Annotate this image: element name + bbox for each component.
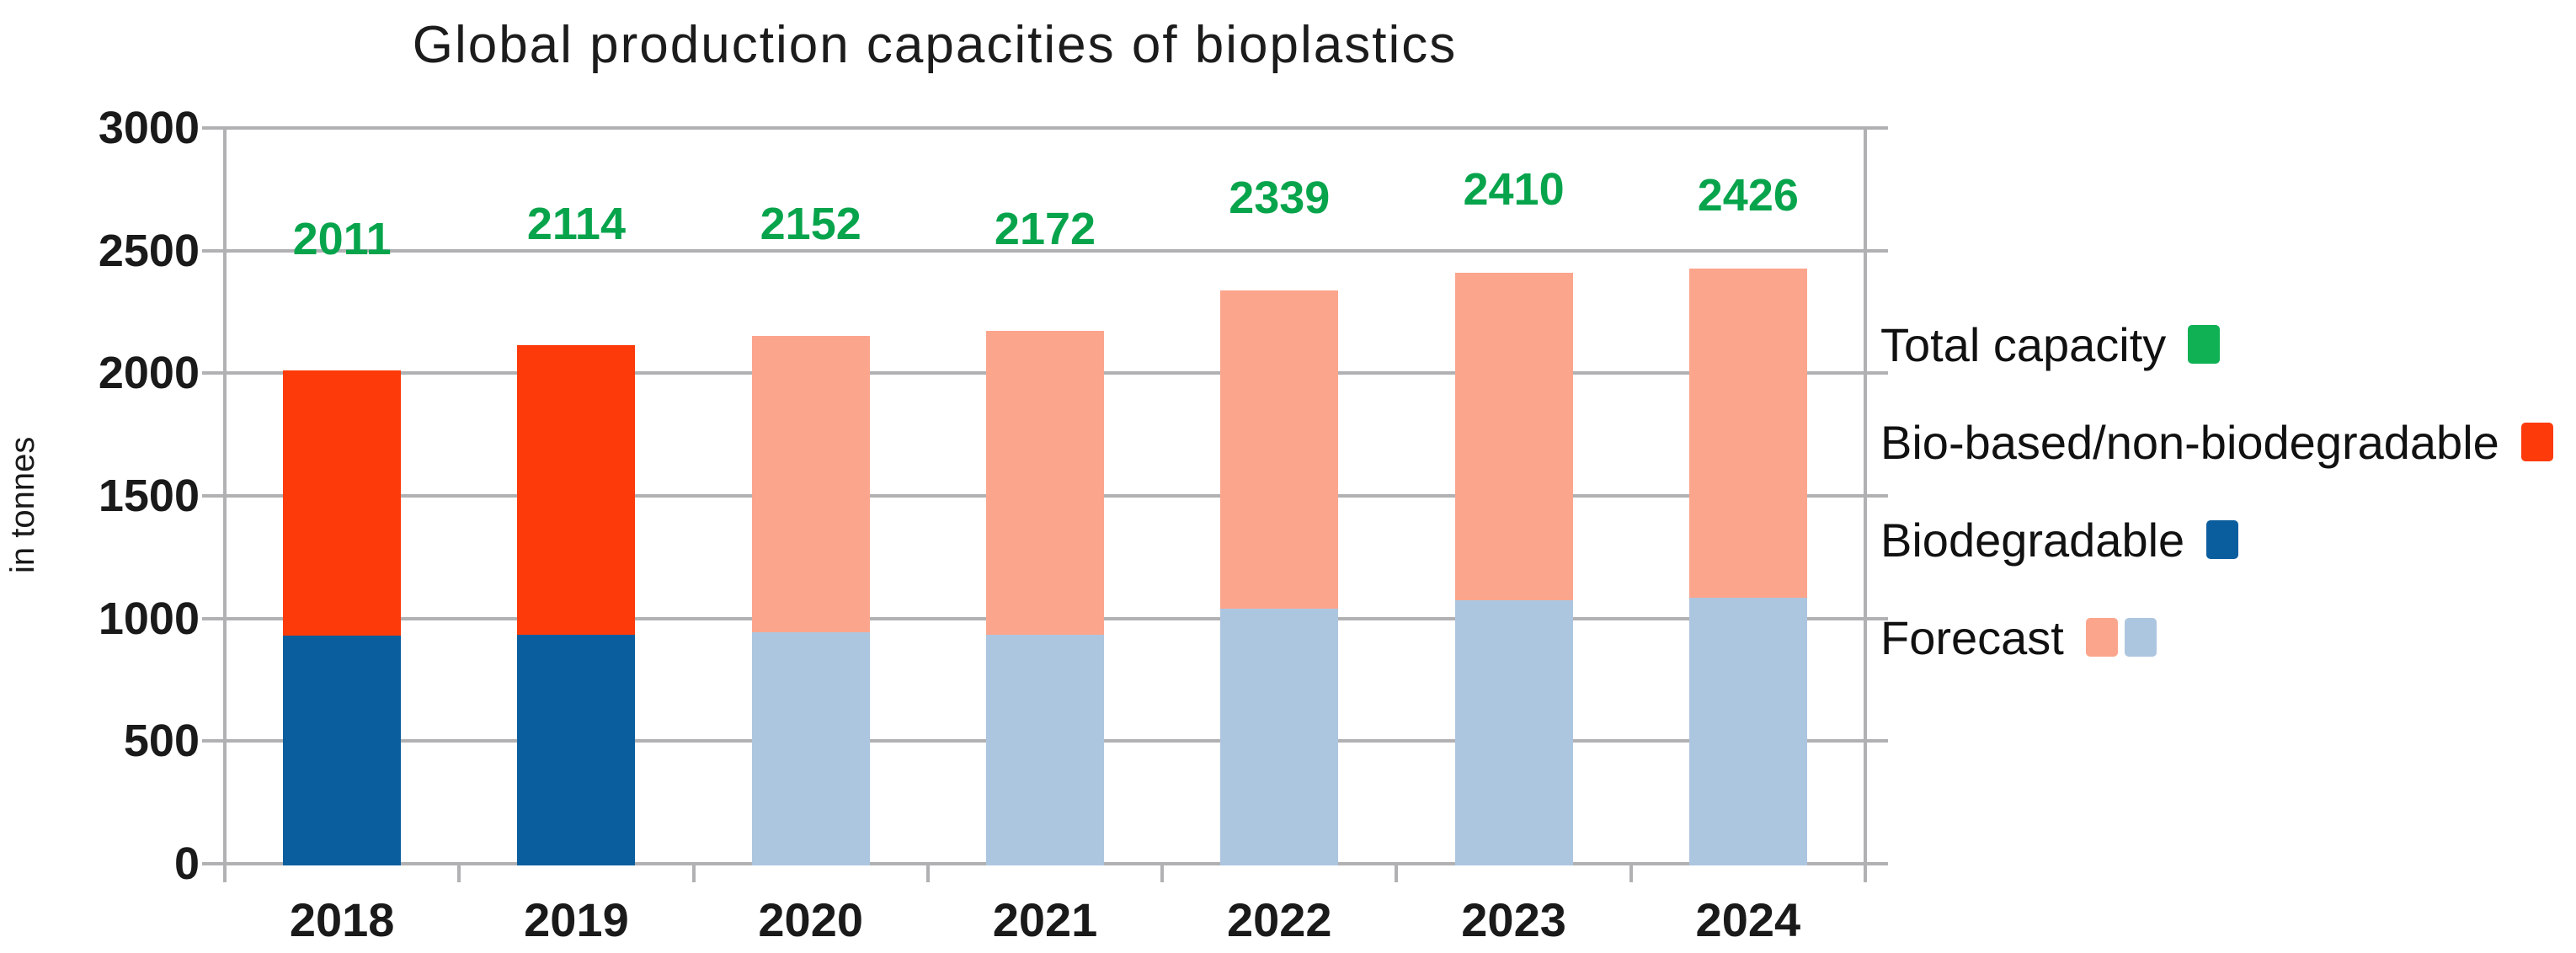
legend-label: Biodegradable <box>1880 513 2185 567</box>
chart-title: Global production capacities of bioplast… <box>412 16 1458 74</box>
bar-2022 <box>1220 290 1339 865</box>
y-tick-label-500: 500 <box>123 716 200 767</box>
x-tick-label-2020: 2020 <box>758 893 863 946</box>
bar-2019 <box>517 345 636 865</box>
bar-segment-2023-bio-based-non-biodegradable <box>1454 272 1573 600</box>
bar-segment-2018-biodegradable <box>283 636 402 865</box>
bar-segment-2021-bio-based-non-biodegradable <box>986 331 1104 635</box>
bar-segment-2024-bio-based-non-biodegradable <box>1688 269 1807 598</box>
y-axis-line <box>223 128 227 882</box>
legend-swatches <box>2085 618 2157 657</box>
bar-segment-2024-biodegradable <box>1688 597 1807 865</box>
y-tick-label-2000: 2000 <box>98 348 200 399</box>
legend-color-swatch <box>2206 520 2239 559</box>
legend-item-total-capacity: Total capacity <box>1880 317 2553 372</box>
legend-swatches <box>2206 520 2239 559</box>
y-tick-label-1000: 1000 <box>98 593 200 644</box>
total-capacity-label-2024: 2426 <box>1697 170 1799 221</box>
legend-item-biodegradable: Biodegradable <box>1880 512 2553 567</box>
bar-2024 <box>1688 269 1807 865</box>
legend-label: Total capacity <box>1880 317 2167 371</box>
bar-2021 <box>986 331 1104 865</box>
legend-swatches <box>2188 325 2221 364</box>
total-capacity-label-2018: 2011 <box>292 214 392 265</box>
bar-segment-2020-biodegradable <box>751 631 870 865</box>
gridline-2500 <box>202 248 1888 253</box>
legend-swatches <box>2520 423 2553 461</box>
legend-color-swatch <box>2520 423 2553 461</box>
total-capacity-label-2022: 2339 <box>1229 172 1331 223</box>
bar-segment-2022-bio-based-non-biodegradable <box>1220 290 1339 610</box>
bar-segment-2019-bio-based-non-biodegradable <box>517 345 636 635</box>
bar-2020 <box>751 336 870 865</box>
y-axis-title: in tonnes <box>4 436 41 574</box>
x-axis-tick <box>1629 864 1633 882</box>
total-capacity-label-2023: 2410 <box>1463 164 1565 216</box>
x-tick-label-2019: 2019 <box>524 893 629 946</box>
bar-segment-2021-biodegradable <box>986 634 1104 865</box>
x-tick-label-2021: 2021 <box>992 893 1098 946</box>
bar-segment-2020-bio-based-non-biodegradable <box>751 336 870 632</box>
total-capacity-label-2020: 2152 <box>760 199 861 250</box>
bar-segment-2019-biodegradable <box>517 634 636 865</box>
legend-label: Bio-based/non-biodegradable <box>1880 415 2499 469</box>
x-tick-label-2024: 2024 <box>1695 893 1801 946</box>
plot-right-border <box>1864 128 1867 882</box>
bar-2018 <box>283 370 402 865</box>
x-axis-tick <box>1160 864 1165 882</box>
bar-segment-2018-bio-based-non-biodegradable <box>283 370 402 636</box>
y-tick-label-2500: 2500 <box>98 225 200 276</box>
bar-2023 <box>1454 272 1573 865</box>
legend: Total capacity Bio-based/non-biodegradabl… <box>1880 317 2553 665</box>
x-axis-tick <box>925 864 930 882</box>
plot-area: 2011 2018 2114 2019 2152 2020 2172 2021 2339 2022… <box>202 126 1888 946</box>
total-capacity-label-2021: 2172 <box>994 203 1096 254</box>
legend-color-swatch <box>2085 618 2118 657</box>
bar-segment-2022-biodegradable <box>1220 609 1339 865</box>
x-axis-tick <box>1395 864 1399 882</box>
x-tick-label-2018: 2018 <box>289 893 395 946</box>
x-tick-label-2023: 2023 <box>1461 893 1566 946</box>
x-axis-tick <box>691 864 696 882</box>
bar-segment-2023-biodegradable <box>1454 599 1573 865</box>
legend-color-swatch <box>2124 618 2157 657</box>
legend-item-bio-based-non-biodegradable: Bio-based/non-biodegradable <box>1880 414 2553 470</box>
legend-color-swatch <box>2188 325 2221 364</box>
y-tick-label-1500: 1500 <box>98 471 200 521</box>
y-tick-label-0: 0 <box>173 839 200 889</box>
x-axis-tick <box>457 864 461 882</box>
legend-item-forecast: Forecast <box>1880 610 2553 665</box>
x-tick-label-2022: 2022 <box>1226 893 1332 946</box>
total-capacity-label-2019: 2114 <box>526 198 626 249</box>
gridline-3000 <box>202 126 1888 130</box>
y-tick-label-3000: 3000 <box>98 103 200 153</box>
legend-label: Forecast <box>1880 610 2064 664</box>
